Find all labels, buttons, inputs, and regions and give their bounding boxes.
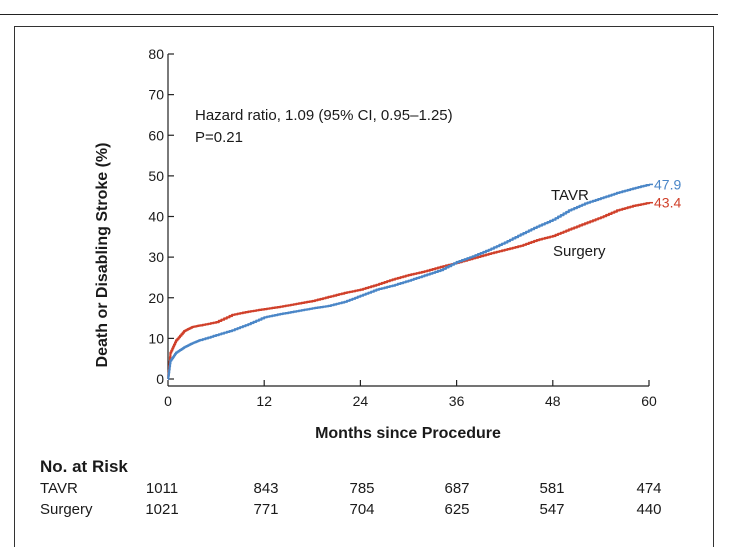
risk-value: 687: [444, 480, 470, 497]
y-tick-label: 70: [148, 87, 164, 103]
risk-value: 547: [539, 501, 565, 518]
y-tick-label: 50: [148, 168, 164, 184]
risk-value: 474: [636, 480, 662, 497]
risk-value: 440: [636, 501, 662, 518]
risk-value: 1021: [145, 501, 179, 518]
x-axis-label: Months since Procedure: [315, 425, 501, 442]
kaplan-meier-chart: 0 10 20 30 40 50 60 70 80 0 12 24 36 48 60 43.4 47.9 De…: [94, 46, 681, 442]
y-axis-label: Death or Disabling Stroke (%): [94, 143, 111, 368]
surgery-curve: [167, 202, 651, 381]
hazard-ratio-text: Hazard ratio, 1.09 (95% CI, 0.95–1.25): [195, 107, 453, 124]
x-tick-label: 60: [641, 393, 657, 409]
risk-value: 581: [539, 480, 565, 497]
x-tick-label: 0: [164, 393, 172, 409]
x-tick-label: 24: [353, 393, 369, 409]
y-tick-label: 40: [148, 209, 164, 225]
risk-table-title: No. at Risk: [40, 457, 128, 476]
risk-value: 704: [349, 501, 375, 518]
y-tick-label: 30: [148, 249, 164, 265]
x-tick-label: 48: [545, 393, 561, 409]
y-tick-label: 60: [148, 127, 164, 143]
x-tick-label: 12: [256, 393, 272, 409]
risk-value: 785: [349, 480, 375, 497]
top-rule: [0, 14, 718, 15]
p-value-text: P=0.21: [195, 129, 243, 146]
y-tick-label: 20: [148, 290, 164, 306]
risk-row-label-surgery: Surgery: [40, 501, 93, 518]
risk-value: 1011: [145, 480, 179, 497]
figure-frame: [14, 26, 714, 547]
tavr-series-label: TAVR: [551, 187, 589, 204]
axes: 0 10 20 30 40 50 60 70 80 0 12 24 36 48 60: [148, 46, 657, 409]
x-tick-label: 36: [449, 393, 465, 409]
series-layer: 43.4 47.9: [167, 176, 681, 381]
risk-value: 843: [253, 480, 279, 497]
y-tick-label: 0: [156, 371, 164, 387]
y-tick-label: 80: [148, 46, 164, 62]
surgery-end-value: 43.4: [654, 195, 681, 211]
risk-value: 625: [444, 501, 470, 518]
risk-row-label-tavr: TAVR: [40, 480, 78, 497]
y-tick-label: 10: [148, 330, 164, 346]
tavr-end-value: 47.9: [654, 176, 681, 192]
tavr-curve: [167, 184, 651, 381]
risk-value: 771: [253, 501, 279, 518]
surgery-series-label: Surgery: [553, 243, 606, 260]
